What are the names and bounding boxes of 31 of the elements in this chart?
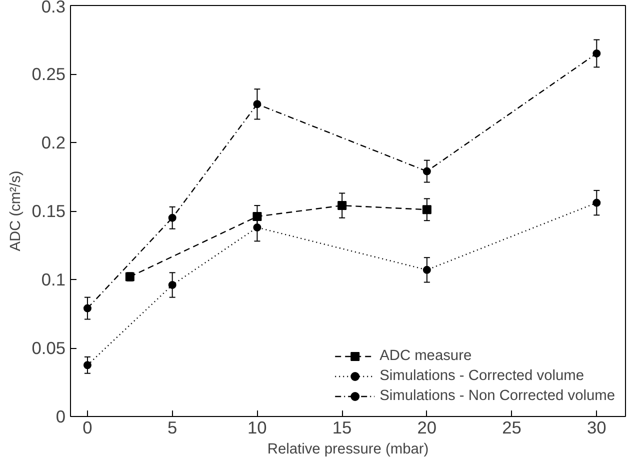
legend-label: ADC measure	[380, 348, 472, 364]
y-tick-label: 0.2	[41, 132, 66, 152]
x-tick-label: 25	[502, 418, 522, 438]
y-axis-title: ADC (cm²/s)	[8, 170, 24, 252]
point	[592, 49, 601, 58]
point	[422, 167, 431, 176]
y-tick-label: 0.3	[41, 0, 66, 16]
y-tick-label: 0.15	[32, 201, 66, 221]
y-tick-label: 0.1	[41, 270, 66, 290]
x-tick-label: 20	[417, 418, 437, 438]
point	[168, 280, 176, 289]
point	[168, 214, 176, 222]
point	[83, 304, 92, 312]
x-axis-title: Relative pressure (mbar)	[267, 442, 429, 458]
point	[422, 205, 432, 214]
y-tick-label: 0.25	[32, 64, 66, 84]
legend-label: Simulations - Corrected volume	[380, 368, 584, 384]
point	[253, 100, 262, 108]
point	[338, 201, 347, 210]
x-tick-label: 15	[332, 418, 352, 438]
x-tick-label: 10	[248, 418, 267, 438]
x-tick-label: 30	[587, 418, 606, 438]
point	[422, 266, 431, 274]
y-tick-label: 0.05	[32, 338, 66, 358]
x-tick-label: 0	[82, 418, 92, 438]
point	[83, 361, 92, 370]
point	[253, 223, 262, 232]
point	[592, 198, 601, 207]
x-tick-label: 5	[168, 418, 178, 438]
legend-label: Simulations - Non Corrected volume	[380, 388, 615, 404]
point	[252, 212, 262, 221]
